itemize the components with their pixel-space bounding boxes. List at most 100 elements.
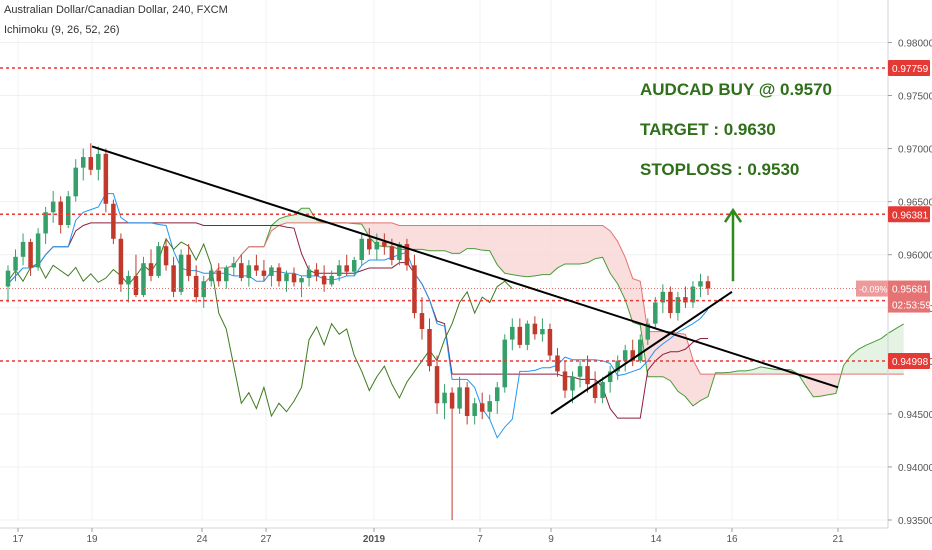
- candle: [284, 270, 289, 292]
- candle: [487, 394, 492, 420]
- candle: [570, 371, 575, 404]
- svg-text:0.96381: 0.96381: [892, 210, 929, 221]
- candle: [690, 281, 696, 308]
- candle: [208, 265, 214, 287]
- symbol-title: Australian Dollar/Canadian Dollar, 240, …: [4, 4, 228, 16]
- trendline-support[interactable]: [550, 291, 733, 415]
- candle: [555, 348, 560, 377]
- y-tick-label: 0.94500: [898, 410, 932, 421]
- cloud-bear: [805, 365, 844, 397]
- candle: [419, 297, 425, 340]
- candle: [479, 392, 485, 420]
- candle: [193, 265, 199, 303]
- candle: [306, 265, 312, 287]
- candle: [246, 260, 252, 287]
- candle: [472, 397, 477, 425]
- candle: [141, 256, 146, 298]
- candle: [540, 318, 545, 342]
- price-change-label: -0.09%: [859, 285, 888, 295]
- candle: [73, 159, 78, 202]
- candle: [494, 382, 500, 414]
- candle: [660, 284, 666, 314]
- candle: [13, 249, 18, 282]
- candle: [449, 387, 455, 520]
- candle: [698, 273, 703, 298]
- candle: [156, 241, 161, 279]
- candles: [5, 143, 711, 520]
- candle: [442, 384, 447, 420]
- candle: [133, 254, 139, 298]
- candle: [291, 267, 297, 287]
- candle: [562, 360, 568, 398]
- tenkan-line: [7, 193, 709, 439]
- candle: [20, 233, 26, 266]
- candle: [653, 297, 658, 329]
- candle: [88, 143, 94, 176]
- candle: [638, 334, 643, 363]
- candle: [532, 316, 538, 340]
- stoploss-annotation: STOPLOSS : 0.9530: [640, 160, 800, 179]
- candle: [103, 148, 109, 213]
- candle: [239, 254, 244, 282]
- x-tick-label: 2019: [363, 534, 386, 545]
- candle: [427, 318, 432, 372]
- candle: [96, 146, 101, 181]
- y-tick-label: 0.97500: [898, 92, 932, 103]
- candle: [510, 318, 515, 351]
- candle: [592, 371, 598, 404]
- candle: [336, 260, 342, 282]
- x-tick-label: 9: [548, 534, 554, 545]
- candle: [216, 263, 222, 287]
- svg-text:0.97759: 0.97759: [892, 64, 929, 75]
- y-tick-label: 0.98000: [898, 38, 932, 49]
- candle: [683, 286, 688, 308]
- candle: [464, 382, 470, 425]
- candle: [111, 199, 116, 245]
- senkou-span-a: [203, 207, 904, 407]
- indicator-legend: Ichimoku (9, 26, 52, 26): [4, 24, 120, 36]
- candle: [502, 334, 508, 393]
- x-tick-label: 16: [726, 534, 738, 545]
- candle: [5, 265, 11, 303]
- candle: [344, 254, 349, 276]
- y-tick-label: 0.96500: [898, 198, 932, 209]
- candle: [585, 355, 590, 393]
- candle: [276, 263, 282, 287]
- senkou-span-b: [203, 222, 904, 375]
- y-tick-label: 0.96000: [898, 251, 932, 262]
- candle: [201, 275, 206, 308]
- candle: [600, 376, 605, 404]
- price-level-tag: 0.94998: [888, 353, 930, 370]
- y-tick-label: 0.93500: [898, 516, 932, 527]
- candle: [148, 249, 154, 282]
- candle: [321, 265, 327, 292]
- candle: [118, 233, 124, 292]
- candle: [186, 244, 191, 282]
- current-price-tag: -0.09% 0.95681 02:53:59: [856, 280, 931, 313]
- candle: [314, 263, 319, 282]
- trendline-resistance[interactable]: [91, 145, 839, 389]
- candle: [607, 366, 613, 393]
- candle: [382, 233, 387, 255]
- candle: [163, 238, 169, 271]
- y-tick-label: 0.94000: [898, 463, 932, 474]
- candle: [254, 254, 259, 276]
- x-tick-label: 14: [650, 534, 662, 545]
- candle: [126, 270, 131, 303]
- x-tick-label: 27: [260, 534, 272, 545]
- candle: [668, 286, 673, 319]
- candle: [434, 355, 440, 414]
- cloud-bear: [354, 222, 716, 406]
- current-price-label: 0.95681: [892, 285, 929, 296]
- candle: [705, 275, 711, 296]
- candle: [577, 360, 583, 388]
- x-tick-label: 7: [477, 534, 483, 545]
- buy-annotation: AUDCAD BUY @ 0.9570: [640, 80, 832, 99]
- kijun-line: [7, 222, 708, 419]
- candle: [457, 376, 462, 414]
- candle: [65, 191, 71, 229]
- candle: [517, 318, 523, 349]
- buy-arrow[interactable]: [723, 207, 743, 282]
- cloud-bull: [715, 366, 806, 387]
